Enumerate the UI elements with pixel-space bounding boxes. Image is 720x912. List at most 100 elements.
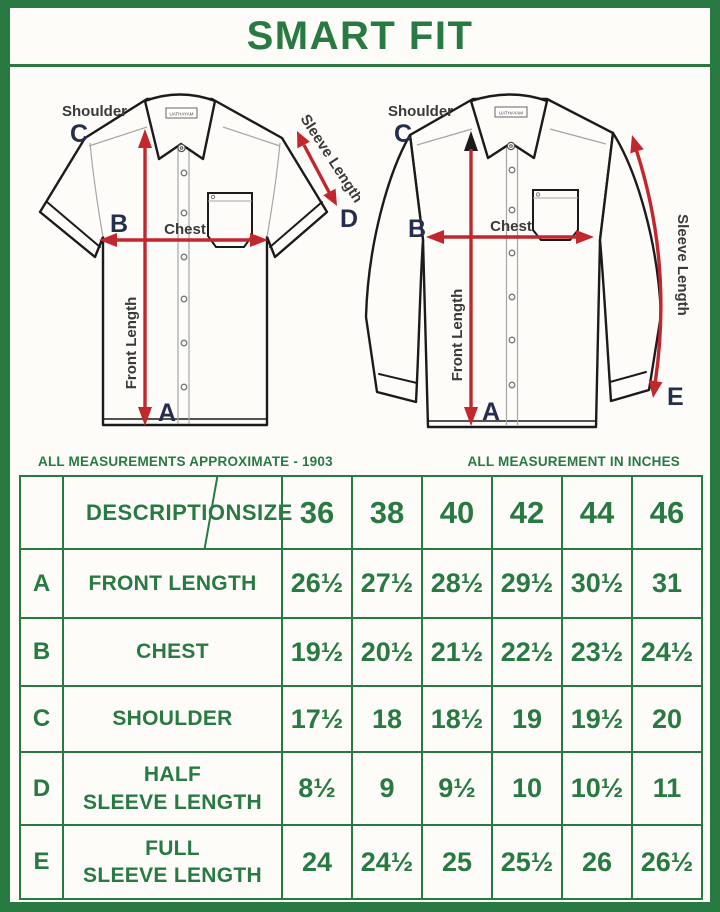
value-cell: 8½: [281, 751, 353, 826]
collar: UATHAYAM: [469, 93, 549, 160]
chest-label: Chest: [164, 221, 206, 238]
table-row-chest: B CHEST 19½ 20½ 21½ 22½ 23½ 24½: [19, 617, 703, 687]
point-b-label: B: [110, 210, 128, 238]
description-header: DESCRIPTION: [86, 499, 242, 525]
row-key-cell: B: [19, 617, 64, 687]
full-sleeve-shirt-diagram: UATHAYAM Shoulder C B Chest: [364, 93, 691, 429]
chest-arrowhead-right: [576, 230, 594, 244]
value-cell: 10½: [561, 751, 633, 826]
value-cell: 9½: [421, 751, 493, 826]
shirt-seams: [416, 128, 607, 425]
size-column-header: 46: [631, 475, 703, 550]
point-e-label: E: [667, 383, 684, 411]
value-cell: 22½: [491, 617, 563, 687]
row-label-cell: FULL SLEEVE LENGTH: [62, 824, 283, 900]
value-cell: 26½: [631, 824, 703, 900]
value-cell: 19½: [561, 685, 633, 753]
table-row-full-sleeve-length: E FULL SLEEVE LENGTH 24 24½ 25 25½ 26 26…: [19, 824, 703, 900]
table-header-row: DESCRIPTION SIZE 36 38 40 42 44 46: [19, 475, 703, 550]
front-length-arrowhead-top: [138, 129, 152, 148]
value-cell: 21½: [421, 617, 493, 687]
value-cell: 30½: [561, 548, 633, 619]
size-table: DESCRIPTION SIZE 36 38 40 42 44 46 A FRO…: [19, 475, 703, 900]
sleeve-length-arrowhead-top: [630, 135, 644, 154]
size-column-header: 42: [491, 475, 563, 550]
value-cell: 18½: [421, 685, 493, 753]
point-c-label: C: [394, 120, 412, 148]
table-row-front-length: A FRONT LENGTH 26½ 27½ 28½ 29½ 30½ 31: [19, 548, 703, 619]
row-key-cell: C: [19, 685, 64, 753]
note-measurements-approximate: ALL MEASUREMENTS APPROXIMATE - 1903: [38, 454, 333, 469]
value-cell: 17½: [281, 685, 353, 753]
shirt-seams: [88, 126, 281, 424]
front-length-arrowhead-top-black: [464, 131, 478, 151]
point-b-label: B: [408, 215, 426, 243]
size-column-header: 36: [281, 475, 353, 550]
row-label-cell: CHEST: [62, 617, 283, 687]
diagram-labels: Shoulder C B Chest Front Length A Sleeve…: [388, 103, 691, 426]
corner-cell: [19, 475, 64, 550]
chest-arrowhead-left: [99, 233, 117, 247]
value-cell: 11: [631, 751, 703, 826]
row-key-cell: E: [19, 824, 64, 900]
value-cell: 29½: [491, 548, 563, 619]
size-column-header: 38: [351, 475, 423, 550]
value-cell: 25½: [491, 824, 563, 900]
size-column-header: 44: [561, 475, 633, 550]
row-key-cell: A: [19, 548, 64, 619]
front-length-arrowhead-bottom: [138, 407, 152, 426]
chest-arrowhead-left: [426, 230, 444, 244]
chest-arrowhead-right: [250, 233, 268, 247]
front-length-arrowhead-bottom: [464, 407, 478, 426]
value-cell: 26½: [281, 548, 353, 619]
point-c-label: C: [70, 120, 88, 148]
value-cell: 28½: [421, 548, 493, 619]
half-sleeve-shirt-diagram: UATHAYAM Shoulder C B Chest: [38, 93, 360, 427]
note-measurement-in-inches: ALL MEASUREMENT IN INCHES: [467, 454, 680, 469]
shirt-outline: [38, 97, 329, 427]
value-cell: 24½: [631, 617, 703, 687]
buttons: [180, 169, 188, 391]
sleeve-length-arrowhead-bottom: [323, 188, 337, 206]
value-cell: 25: [421, 824, 493, 900]
collar: UATHAYAM: [143, 93, 217, 161]
value-cell: 19: [491, 685, 563, 753]
sleeve-length-arrowhead-top: [297, 131, 310, 149]
point-a-label: A: [482, 398, 500, 426]
brand-tag-label: UATHAYAM: [169, 112, 193, 117]
value-cell: 19½: [281, 617, 353, 687]
buttons: [508, 166, 516, 389]
value-cell: 31: [631, 548, 703, 619]
value-cell: 26: [561, 824, 633, 900]
point-a-label: A: [158, 399, 176, 427]
row-label-cell: SHOULDER: [62, 685, 283, 753]
value-cell: 10: [491, 751, 563, 826]
measurement-arrows: [426, 131, 663, 426]
size-header: SIZE: [241, 499, 293, 525]
row-key-cell: D: [19, 751, 64, 826]
page-title: SMART FIT: [246, 13, 474, 58]
description-size-header-cell: DESCRIPTION SIZE: [62, 475, 292, 550]
chest-label: Chest: [490, 218, 532, 235]
chest-pocket: [532, 189, 579, 241]
table-row-shoulder: C SHOULDER 17½ 18 18½ 19 19½ 20: [19, 685, 703, 753]
value-cell: 24½: [351, 824, 423, 900]
shirt-outline: [364, 97, 663, 429]
front-length-label: Front Length: [449, 289, 466, 381]
value-cell: 20: [631, 685, 703, 753]
row-label-cell: HALF SLEEVE LENGTH: [62, 751, 283, 826]
shoulder-label: Shoulder: [62, 103, 127, 120]
value-cell: 18: [351, 685, 423, 753]
point-d-label: D: [340, 205, 358, 233]
size-column-header: 40: [421, 475, 493, 550]
sleeve-length-label: Sleeve Length: [674, 214, 691, 316]
shoulder-label: Shoulder: [388, 103, 453, 120]
title-band: SMART FIT: [10, 8, 710, 67]
value-cell: 24: [281, 824, 353, 900]
chest-pocket: [207, 192, 253, 248]
sleeve-length-arrowhead-bottom: [648, 380, 663, 398]
value-cell: 23½: [561, 617, 633, 687]
value-cell: 20½: [351, 617, 423, 687]
brand-tag-label: UATHAYAM: [499, 111, 523, 116]
value-cell: 9: [351, 751, 423, 826]
